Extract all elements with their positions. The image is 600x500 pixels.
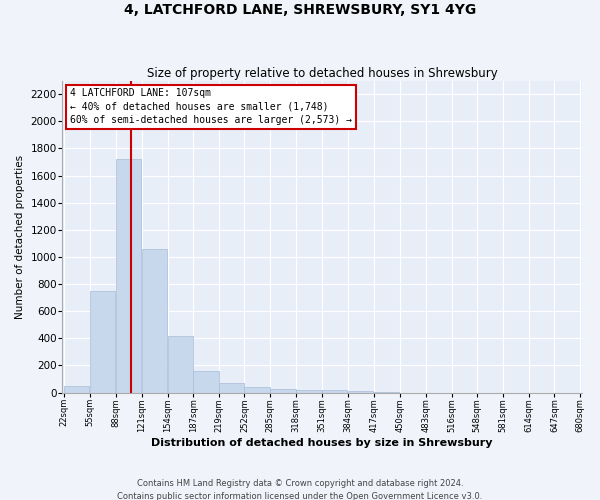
Bar	[296, 390, 322, 392]
Bar	[167, 336, 193, 392]
Bar	[244, 387, 270, 392]
Text: 4 LATCHFORD LANE: 107sqm
← 40% of detached houses are smaller (1,748)
60% of sem: 4 LATCHFORD LANE: 107sqm ← 40% of detach…	[70, 88, 352, 125]
Title: Size of property relative to detached houses in Shrewsbury: Size of property relative to detached ho…	[147, 66, 497, 80]
Bar	[193, 372, 218, 392]
Bar	[348, 391, 373, 392]
Bar	[218, 383, 244, 392]
Bar	[64, 386, 89, 392]
Bar	[116, 160, 141, 392]
Text: 4, LATCHFORD LANE, SHREWSBURY, SY1 4YG: 4, LATCHFORD LANE, SHREWSBURY, SY1 4YG	[124, 2, 476, 16]
Bar	[90, 291, 115, 392]
Bar	[322, 390, 347, 392]
Text: Contains HM Land Registry data © Crown copyright and database right 2024.
Contai: Contains HM Land Registry data © Crown c…	[118, 480, 482, 500]
Bar	[271, 388, 296, 392]
Bar	[142, 249, 167, 392]
Y-axis label: Number of detached properties: Number of detached properties	[15, 154, 25, 318]
X-axis label: Distribution of detached houses by size in Shrewsbury: Distribution of detached houses by size …	[151, 438, 493, 448]
